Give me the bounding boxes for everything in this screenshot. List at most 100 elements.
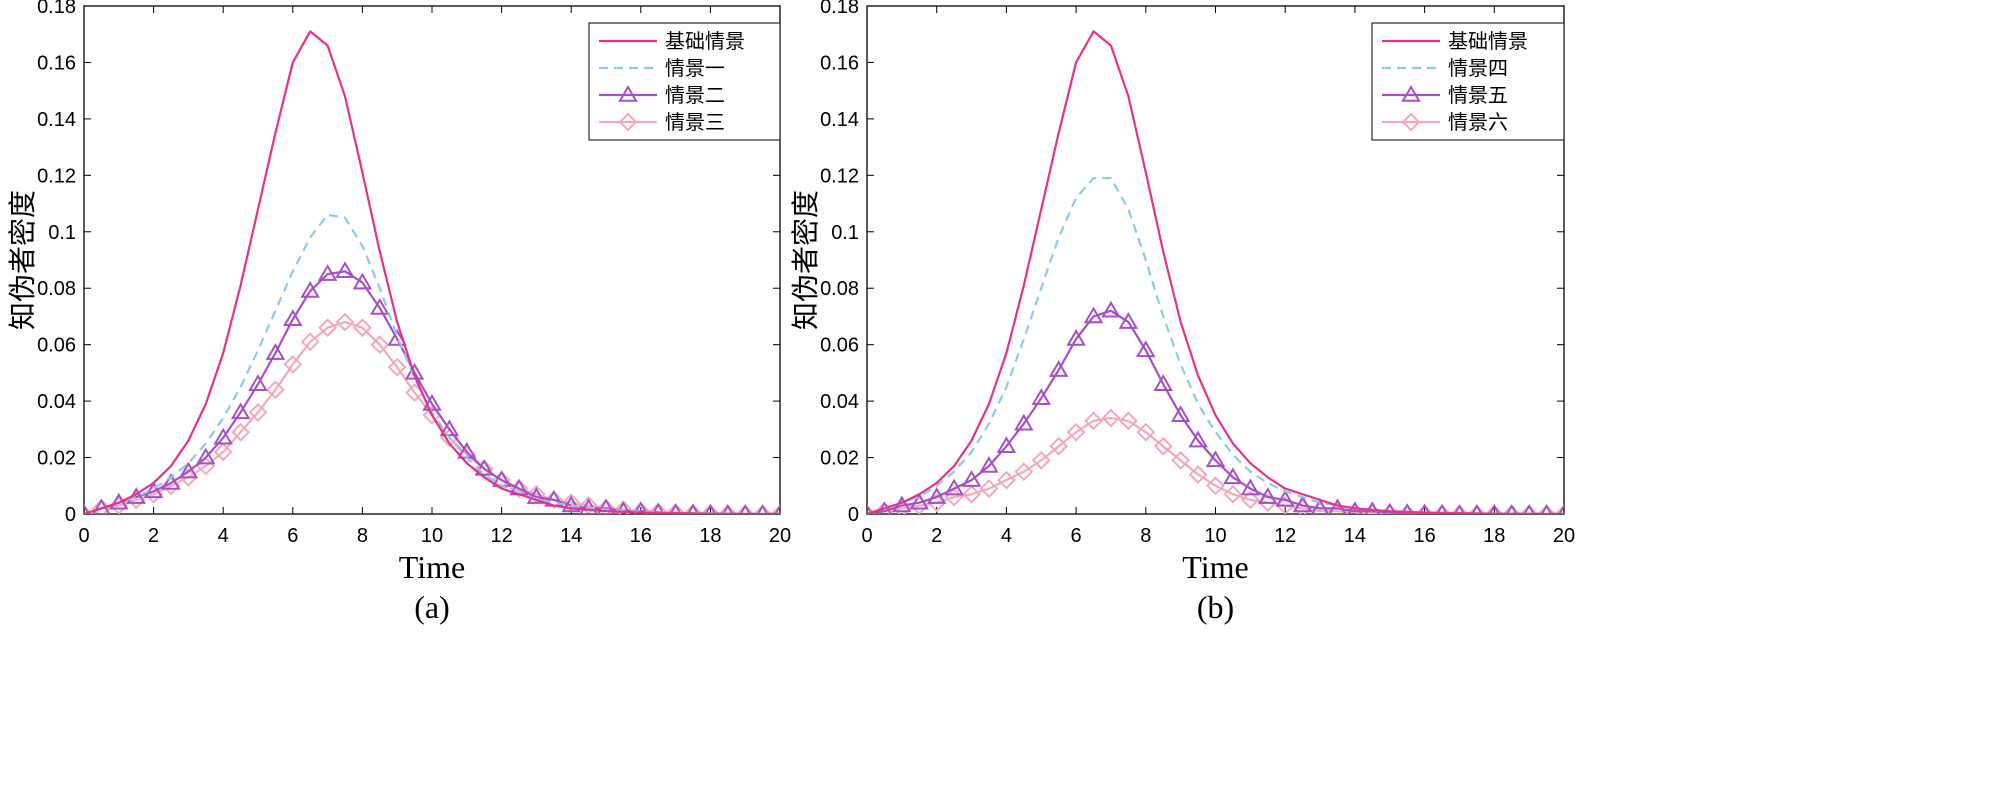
x-tick-label: 12 (490, 525, 512, 547)
legend-marker-4 (618, 112, 638, 132)
data-point-marker (996, 436, 1017, 454)
data-point-marker (648, 502, 668, 514)
x-tick-label: 2 (931, 525, 942, 547)
panel-caption: (b) (1197, 589, 1234, 625)
x-axis-label: Time (1182, 549, 1248, 585)
data-point-marker (352, 318, 372, 338)
panel-caption: (a) (414, 589, 450, 625)
data-point-marker (439, 419, 460, 437)
data-point-marker (1101, 300, 1121, 318)
data-point-marker (596, 498, 616, 514)
data-point-marker (1049, 436, 1069, 456)
data-point-marker (1136, 422, 1156, 442)
data-point-marker (544, 490, 564, 510)
y-tick-label: 0.02 (820, 448, 859, 470)
y-tick-label: 0.1 (48, 222, 76, 244)
data-point-marker (666, 503, 686, 514)
data-point-marker (248, 374, 268, 391)
data-point-marker (718, 504, 738, 514)
data-point-marker (143, 481, 164, 499)
data-point-marker (631, 501, 651, 514)
data-point-marker (996, 470, 1016, 490)
data-point-marker (248, 402, 268, 422)
data-point-marker (774, 504, 780, 514)
x-tick-label: 4 (1001, 525, 1012, 547)
data-point-marker (1240, 478, 1261, 496)
data-point-marker (1484, 504, 1504, 514)
data-point-marker (231, 422, 251, 442)
data-point-marker (387, 357, 407, 377)
legend-label-2: 情景一 (665, 56, 725, 80)
y-tick-label: 0.08 (37, 278, 76, 300)
data-point-marker (1014, 413, 1034, 431)
data-point-marker (1031, 450, 1051, 470)
data-point-marker (1347, 501, 1363, 514)
data-point-marker (962, 484, 981, 504)
y-tick-label: 0.14 (37, 109, 76, 131)
y-tick-label: 0.12 (37, 165, 76, 187)
data-point-marker (1310, 498, 1330, 514)
data-point-marker (1206, 476, 1225, 496)
legend-marker-3 (1401, 85, 1421, 102)
x-tick-label: 0 (78, 525, 89, 547)
data-point-marker (961, 470, 982, 487)
series-line-1 (867, 30, 1564, 514)
legend-label-2: 情景四 (1448, 56, 1508, 80)
data-point-marker (1084, 411, 1103, 431)
data-point-marker (318, 318, 338, 338)
x-tick-label: 6 (287, 525, 298, 547)
data-point-marker (633, 501, 649, 514)
data-point-marker (944, 478, 964, 496)
plot-series (84, 30, 780, 514)
data-point-marker (1258, 487, 1278, 504)
data-point-marker (335, 261, 355, 279)
data-point-marker (1014, 462, 1034, 482)
x-tick-label: 4 (218, 525, 229, 547)
data-point-marker (1275, 489, 1295, 507)
data-point-marker (700, 504, 720, 514)
data-point-marker (1136, 340, 1156, 358)
data-point-marker (1171, 450, 1191, 470)
plot-series (867, 30, 1564, 514)
legend-label-1: 基础情景 (665, 29, 745, 53)
legend-marker-4 (1401, 112, 1421, 132)
data-point-marker (1537, 504, 1556, 514)
legend-marker-3 (618, 85, 638, 102)
y-tick-label: 0.16 (37, 52, 76, 74)
x-tick-label: 16 (630, 525, 652, 547)
data-point-marker (161, 472, 181, 490)
x-tick-label: 6 (1071, 525, 1082, 547)
x-tick-label: 20 (1553, 525, 1575, 547)
data-point-marker (526, 487, 547, 504)
data-point-marker (909, 492, 930, 510)
data-point-marker (283, 355, 303, 374)
data-point-marker (1118, 411, 1138, 431)
data-point-marker (1153, 374, 1173, 391)
data-point-marker (265, 380, 285, 400)
data-point-marker (370, 335, 390, 355)
data-point-marker (1083, 306, 1104, 324)
x-tick-label: 8 (357, 525, 368, 547)
series-line-1 (84, 30, 780, 514)
data-point-marker (1240, 490, 1260, 510)
x-tick-label: 8 (1140, 525, 1151, 547)
data-point-marker (735, 504, 755, 514)
y-tick-label: 0.06 (820, 335, 859, 357)
y-tick-label: 0 (848, 504, 859, 526)
x-tick-label: 2 (148, 525, 159, 547)
data-point-marker (1519, 504, 1539, 514)
data-point-marker (230, 402, 251, 420)
legend-label-3: 情景五 (1448, 83, 1508, 107)
data-point-marker (1066, 329, 1086, 346)
y-tick-label: 0.16 (820, 52, 859, 74)
x-tick-label: 0 (861, 525, 872, 547)
y-tick-label: 0.06 (37, 335, 76, 357)
data-point-marker (770, 504, 780, 514)
x-tick-label: 12 (1274, 525, 1296, 547)
data-point-marker (474, 458, 494, 476)
data-point-marker (1450, 504, 1469, 514)
data-point-marker (196, 447, 216, 465)
data-point-marker (178, 461, 199, 479)
data-point-marker (561, 495, 581, 513)
data-point-marker (1205, 450, 1226, 468)
